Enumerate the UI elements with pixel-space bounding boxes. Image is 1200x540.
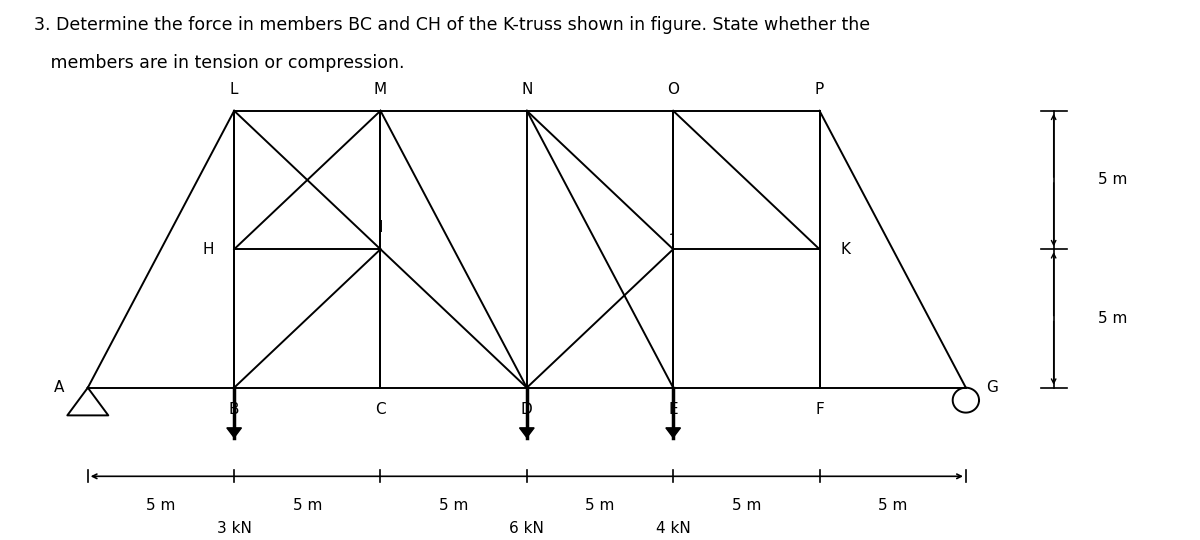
Text: 3. Determine the force in members BC and CH of the K-truss shown in figure. Stat: 3. Determine the force in members BC and… [34, 16, 870, 34]
Text: 5 m: 5 m [1098, 172, 1127, 187]
Polygon shape [666, 428, 680, 437]
Text: M: M [374, 82, 388, 97]
Text: A: A [54, 380, 65, 395]
Text: O: O [667, 82, 679, 97]
Polygon shape [227, 428, 241, 437]
Text: 3 kN: 3 kN [217, 521, 252, 536]
Text: 5 m: 5 m [878, 498, 907, 514]
Text: 5 m: 5 m [1098, 311, 1127, 326]
Text: 5 m: 5 m [146, 498, 175, 514]
Text: J: J [671, 220, 676, 235]
Text: E: E [668, 402, 678, 416]
Text: K: K [840, 242, 850, 256]
Text: I: I [378, 220, 383, 235]
Text: G: G [986, 380, 998, 395]
Text: B: B [229, 402, 239, 416]
Polygon shape [520, 428, 534, 437]
Text: L: L [230, 82, 239, 97]
Text: N: N [521, 82, 533, 97]
Text: F: F [815, 402, 824, 416]
Text: 4 kN: 4 kN [655, 521, 690, 536]
Text: P: P [815, 82, 824, 97]
Text: H: H [202, 242, 214, 256]
Text: 5 m: 5 m [732, 498, 761, 514]
Text: 5 m: 5 m [586, 498, 614, 514]
Text: 6 kN: 6 kN [509, 521, 545, 536]
Text: D: D [521, 402, 533, 416]
Text: C: C [376, 402, 386, 416]
Text: members are in tension or compression.: members are in tension or compression. [34, 54, 404, 72]
Text: 5 m: 5 m [439, 498, 468, 514]
Text: 5 m: 5 m [293, 498, 322, 514]
